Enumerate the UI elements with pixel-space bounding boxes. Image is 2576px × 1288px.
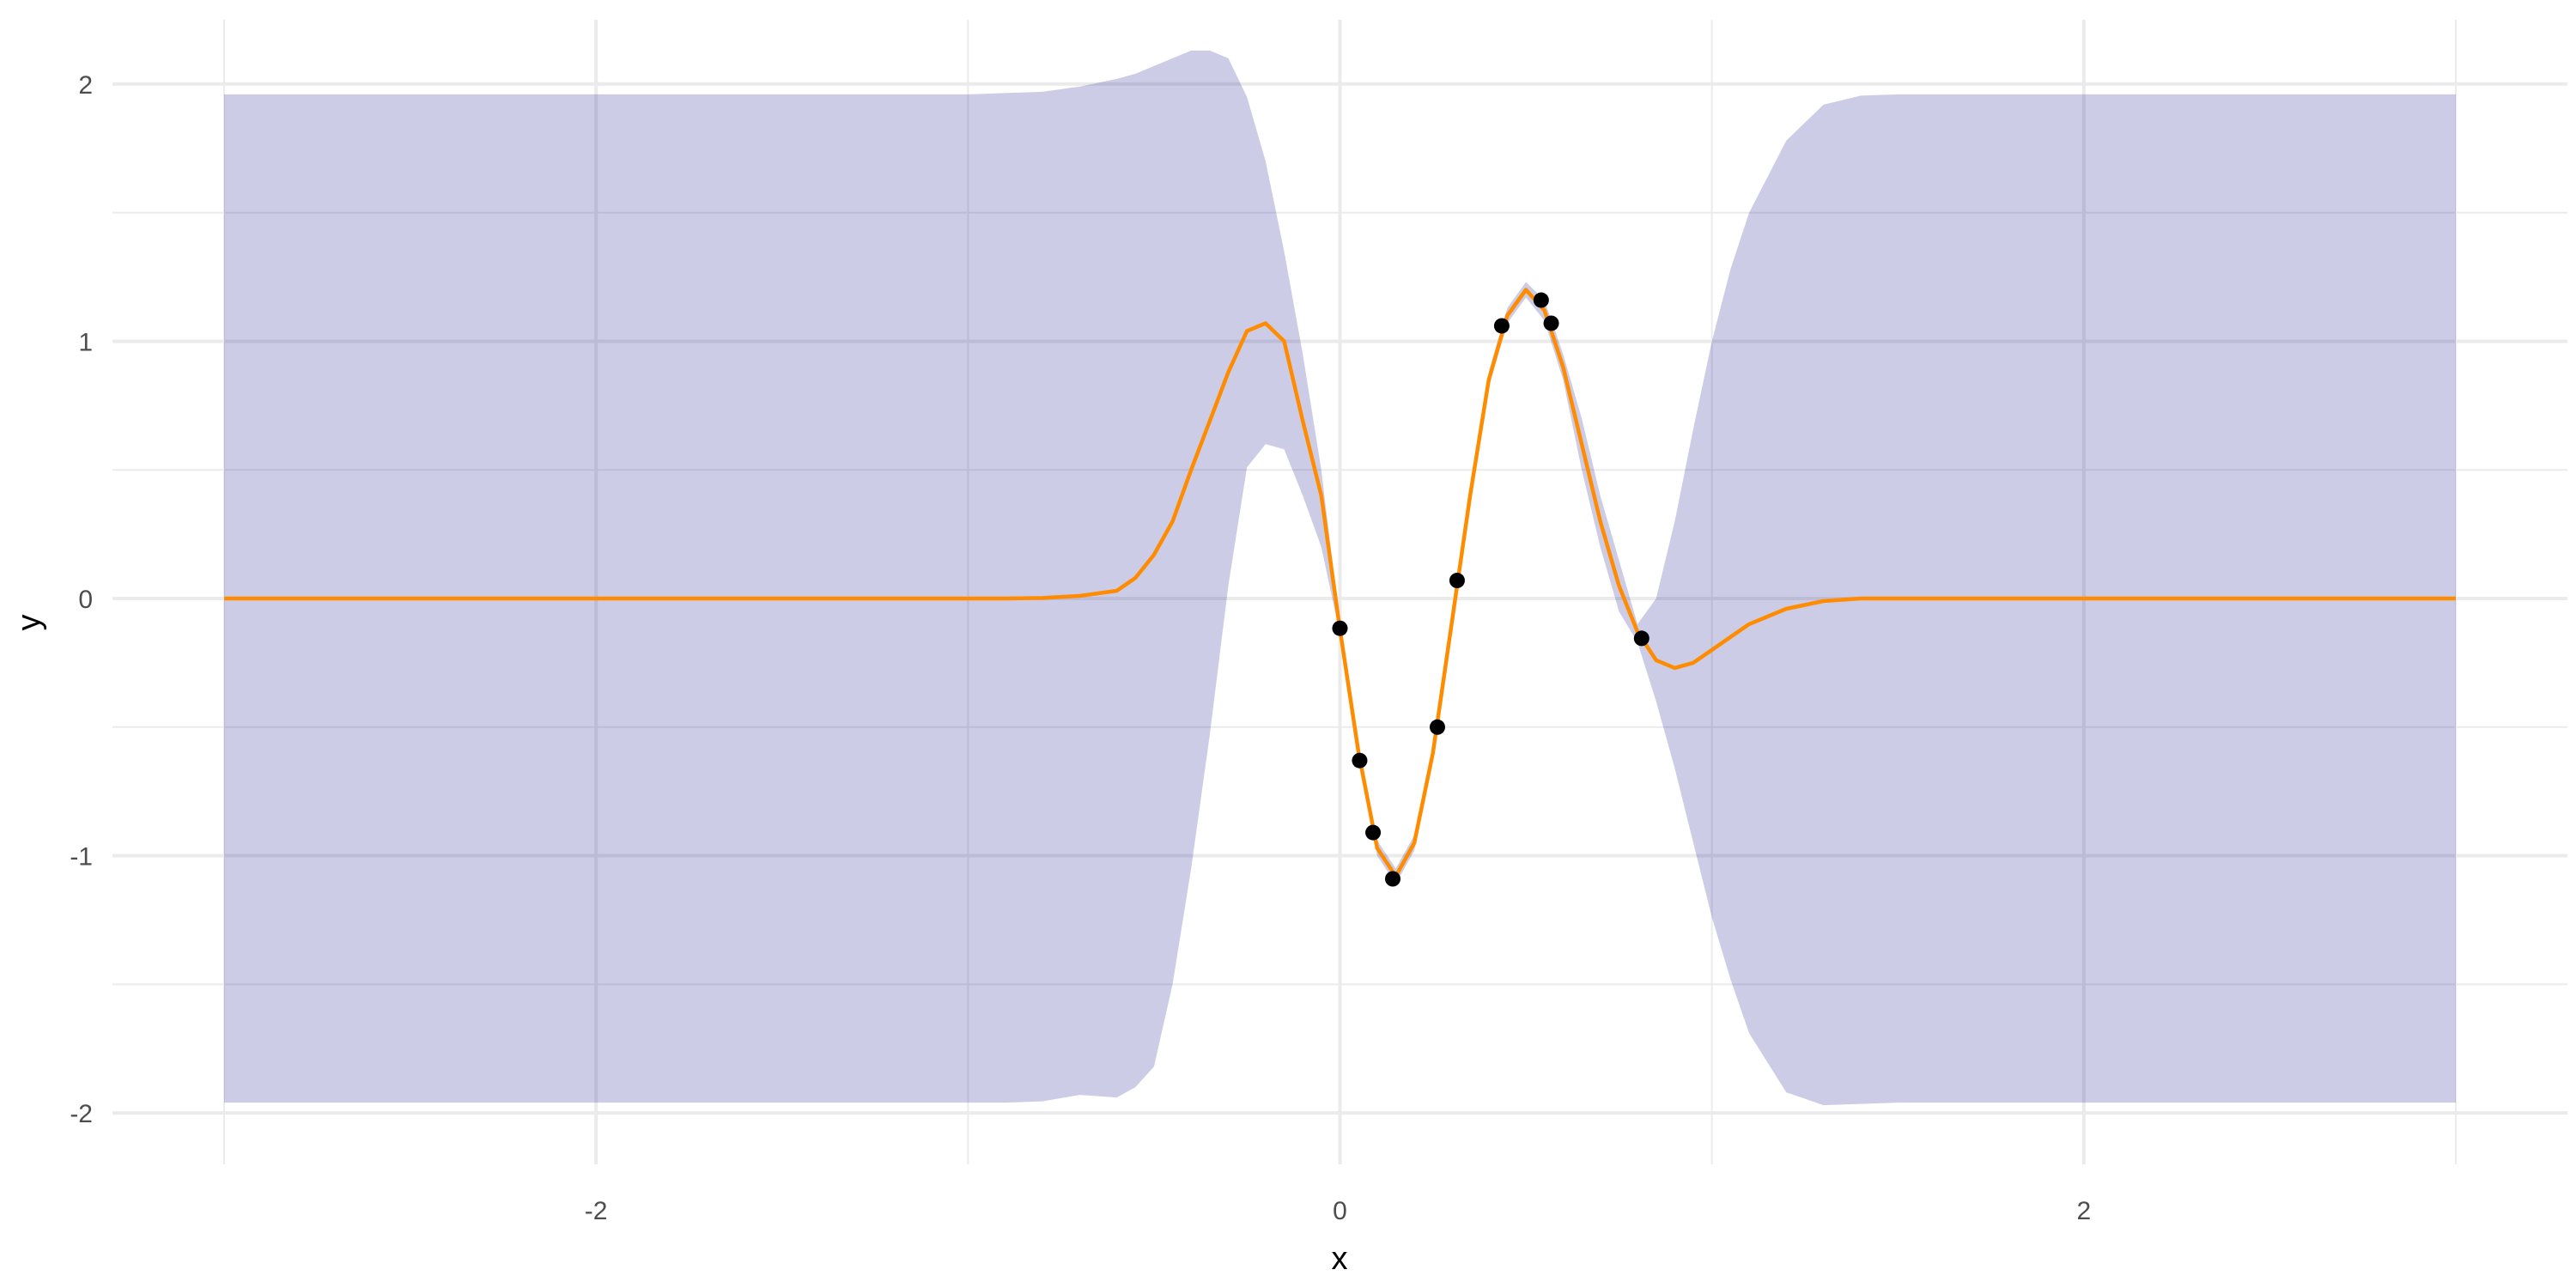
x-tick-labels: -2 0 2 xyxy=(585,1197,2091,1225)
data-point xyxy=(1533,292,1549,308)
y-tick-label: -2 xyxy=(70,1100,93,1128)
data-point xyxy=(1352,752,1368,769)
data-point xyxy=(1365,824,1382,841)
y-tick-label: 2 xyxy=(78,71,93,100)
x-tick-label: -2 xyxy=(585,1197,608,1225)
y-tick-labels: -2 -1 0 1 2 xyxy=(70,71,93,1128)
data-point xyxy=(1543,315,1559,331)
data-point xyxy=(1429,719,1445,735)
x-axis-title: x xyxy=(1332,1241,1348,1277)
data-point xyxy=(1385,871,1401,887)
mean-line xyxy=(224,288,2456,878)
observed-points xyxy=(1332,292,1649,887)
y-tick-label: 1 xyxy=(78,328,93,356)
data-point xyxy=(1493,318,1510,334)
data-point xyxy=(1449,573,1465,589)
data-point xyxy=(1332,620,1348,636)
confidence-band xyxy=(224,50,2456,1106)
x-tick-label: 0 xyxy=(1333,1197,1347,1225)
x-tick-label: 2 xyxy=(2077,1197,2092,1225)
y-axis-title: y xyxy=(11,615,47,631)
y-tick-label: 0 xyxy=(78,586,93,614)
data-point xyxy=(1633,630,1649,647)
y-tick-label: -1 xyxy=(70,843,93,872)
